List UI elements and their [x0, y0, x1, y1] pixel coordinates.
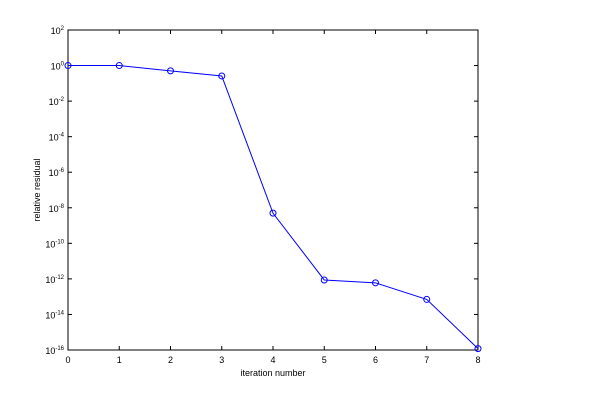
- data-marker: [372, 279, 379, 287]
- y-tick-label: 10-10: [45, 239, 64, 249]
- y-tick-label: 10-8: [49, 204, 65, 214]
- data-marker: [167, 67, 174, 75]
- data-marker: [320, 276, 328, 284]
- y-tick-label: 10-14: [45, 310, 64, 320]
- data-marker: [269, 209, 277, 217]
- y-tick-label: 102: [51, 26, 65, 36]
- data-marker: [474, 345, 482, 353]
- data-marker: [423, 295, 431, 303]
- x-tick-label: 3: [219, 355, 224, 365]
- x-tick-label: 6: [373, 355, 378, 365]
- x-tick-label: 7: [424, 355, 429, 365]
- x-tick-label: 2: [168, 355, 173, 365]
- x-axis-label: iteration number: [240, 368, 305, 378]
- x-tick-label: 4: [270, 355, 275, 365]
- y-tick-label: 10-16: [45, 346, 64, 356]
- y-axis-label: relative residual: [32, 158, 42, 221]
- y-tick-label: 10-12: [45, 275, 64, 285]
- data-marker: [115, 62, 123, 70]
- y-tick-label: 10-6: [49, 168, 65, 178]
- data-marker: [218, 72, 226, 80]
- y-tick-label: 10-4: [49, 133, 65, 143]
- y-tick-label: 100: [51, 62, 65, 72]
- x-tick-label: 5: [322, 355, 327, 365]
- x-tick-label: 0: [65, 355, 70, 365]
- x-tick-label: 8: [475, 355, 480, 365]
- data-marker: [64, 62, 72, 70]
- y-tick-label: 10-2: [49, 97, 65, 107]
- x-tick-label: 1: [117, 355, 122, 365]
- data-line: [68, 65, 479, 349]
